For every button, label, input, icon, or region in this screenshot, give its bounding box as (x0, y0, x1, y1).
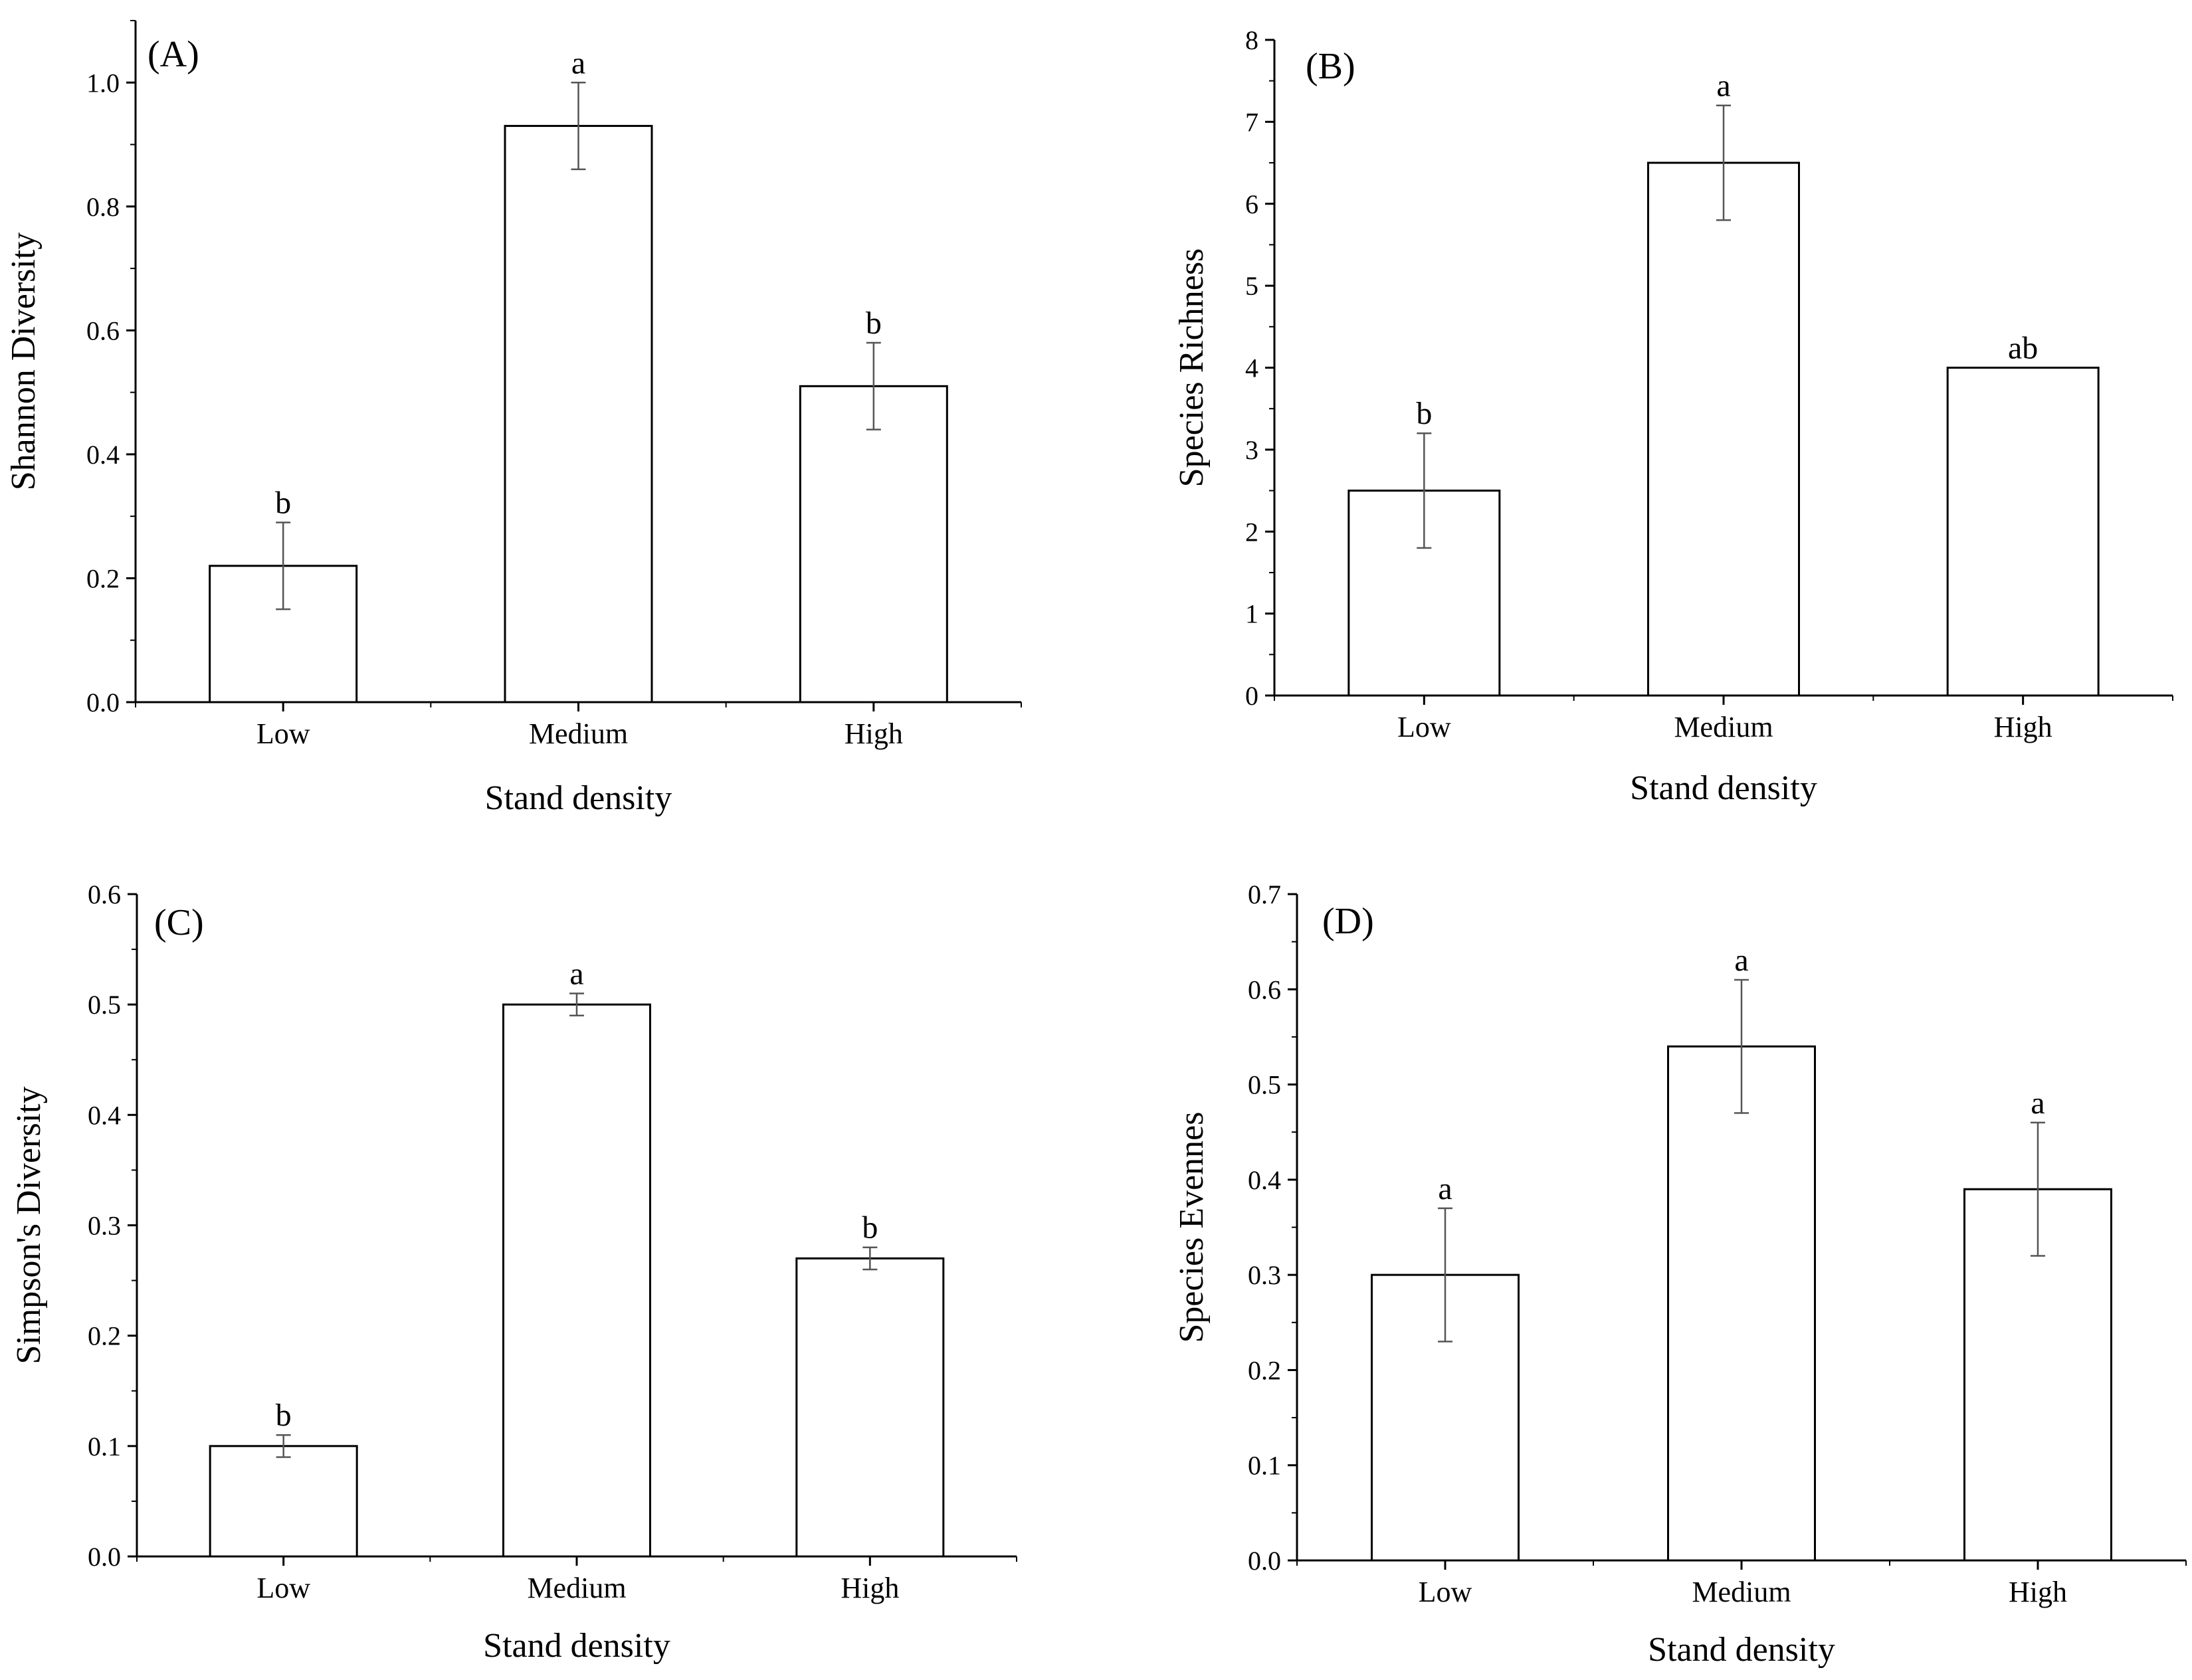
x-tick-label: High (2009, 1576, 2067, 1608)
significance-label: b (276, 1398, 292, 1433)
x-axis-title: Stand density (485, 779, 672, 817)
bar-high (795, 1257, 945, 1558)
chart-panel-3: 0.0 0.1 0.2 0.3 0.4 0.5 0.6 0.7 a Low a Medium a High… (1173, 880, 2187, 1669)
bar-medium (504, 125, 653, 703)
y-tick-label: 0.1 (1248, 1451, 1281, 1481)
y-tick-label: 7 (1245, 107, 1258, 137)
bar-medium (502, 1003, 651, 1558)
bar-medium (1667, 1045, 1816, 1562)
significance-label: a (1438, 1171, 1452, 1206)
chart-panel-2: 0.0 0.1 0.2 0.3 0.4 0.5 0.6 b Low a Medium b High (C)… (10, 880, 1017, 1665)
x-tick-label: High (1994, 711, 2052, 743)
significance-label: b (275, 486, 291, 521)
panel-title: (C) (154, 902, 204, 943)
y-tick-label: 0.2 (1248, 1355, 1281, 1385)
y-tick-label: 4 (1245, 353, 1258, 383)
y-tick-label: 0.6 (86, 316, 120, 345)
bar-high (1946, 367, 2100, 697)
bar-low (209, 1445, 358, 1558)
y-tick-label: 0.7 (1248, 880, 1281, 909)
y-tick-label: 0.2 (86, 563, 120, 593)
significance-label: a (571, 45, 585, 80)
y-tick-label: 0.2 (88, 1321, 121, 1351)
y-tick-label: 0.4 (88, 1100, 121, 1130)
y-tick-label: 8 (1245, 25, 1258, 55)
y-tick-label: 0.5 (88, 990, 121, 1020)
y-tick-label: 0.5 (1248, 1070, 1281, 1100)
significance-label: a (2031, 1085, 2044, 1121)
x-axis-title: Stand density (483, 1627, 670, 1665)
significance-label: b (866, 306, 882, 341)
y-tick-label: 0.8 (86, 192, 120, 222)
y-tick-label: 0.6 (1248, 975, 1281, 1004)
y-tick-label: 0.1 (88, 1432, 121, 1461)
y-tick-label: 3 (1245, 435, 1258, 465)
x-tick-label: High (841, 1572, 899, 1604)
x-tick-label: Medium (1674, 711, 1773, 743)
significance-label: a (1716, 68, 1730, 104)
y-tick-label: 1 (1245, 599, 1258, 629)
x-tick-label: Low (256, 1572, 310, 1604)
panel-title: (B) (1306, 46, 1355, 87)
x-tick-label: Medium (527, 1572, 626, 1604)
chart-panel-1: 0 1 2 3 4 5 6 7 8 b Low a Medium ab High (B) Stand densi… (1173, 25, 2173, 807)
significance-label: a (569, 957, 583, 992)
y-tick-label: 6 (1245, 189, 1258, 219)
y-axis-title: Species Evennes (1173, 1111, 1211, 1343)
y-axis-title: Shannon Diversity (5, 233, 43, 491)
chart-panel-0: 0.0 0.2 0.4 0.6 0.8 1.0 b Low a Medium b High (A) Sta… (5, 20, 1022, 817)
y-tick-label: 0.6 (88, 880, 121, 909)
x-axis-title: Stand density (1648, 1631, 1835, 1669)
x-tick-label: Low (1419, 1576, 1472, 1608)
panel-title: (A) (148, 34, 199, 75)
panel-title: (D) (1322, 901, 1374, 942)
significance-label: b (1416, 396, 1432, 431)
x-tick-label: High (845, 717, 903, 750)
significance-label: a (1734, 943, 1748, 978)
y-axis-title: Species Richness (1173, 248, 1211, 488)
y-tick-label: 0.4 (86, 440, 120, 470)
x-tick-label: Medium (529, 717, 628, 750)
y-tick-label: 5 (1245, 271, 1258, 301)
bar-high (799, 385, 948, 703)
y-axis-title: Simpson's Diversity (10, 1086, 48, 1364)
y-tick-label: 2 (1245, 517, 1258, 547)
x-tick-label: Medium (1692, 1576, 1791, 1608)
y-tick-label: 1.0 (86, 68, 120, 98)
x-tick-label: Low (1397, 711, 1451, 743)
y-tick-label: 0.3 (1248, 1260, 1281, 1290)
y-tick-label: 0.0 (88, 1542, 121, 1572)
bar-medium (1647, 161, 1800, 697)
y-tick-label: 0 (1245, 681, 1258, 711)
y-tick-label: 0.0 (1248, 1546, 1281, 1576)
x-tick-label: Low (256, 717, 310, 750)
y-tick-label: 0.4 (1248, 1165, 1281, 1195)
y-tick-label: 0.0 (86, 688, 120, 717)
y-tick-label: 0.3 (88, 1211, 121, 1241)
significance-label: b (862, 1210, 878, 1246)
significance-label: ab (2008, 331, 2038, 366)
x-axis-title: Stand density (1630, 769, 1817, 807)
